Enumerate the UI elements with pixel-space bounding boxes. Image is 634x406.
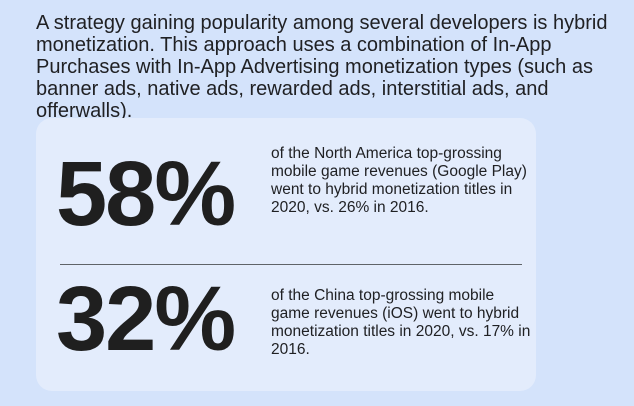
- stat-value: 58%: [56, 143, 236, 245]
- stat-china: 32% of the China top-grossing mobile gam…: [36, 261, 536, 391]
- stat-north-america: 58% of the North America top-grossing mo…: [36, 118, 536, 248]
- stat-value: 32%: [56, 268, 236, 370]
- divider: [60, 264, 522, 265]
- intro-paragraph: A strategy gaining popularity among seve…: [36, 12, 608, 122]
- stat-description: of the North America top-grossing mobile…: [271, 145, 527, 216]
- stats-card: 58% of the North America top-grossing mo…: [36, 118, 536, 391]
- stat-description: of the China top-grossing mobile game re…: [271, 287, 531, 358]
